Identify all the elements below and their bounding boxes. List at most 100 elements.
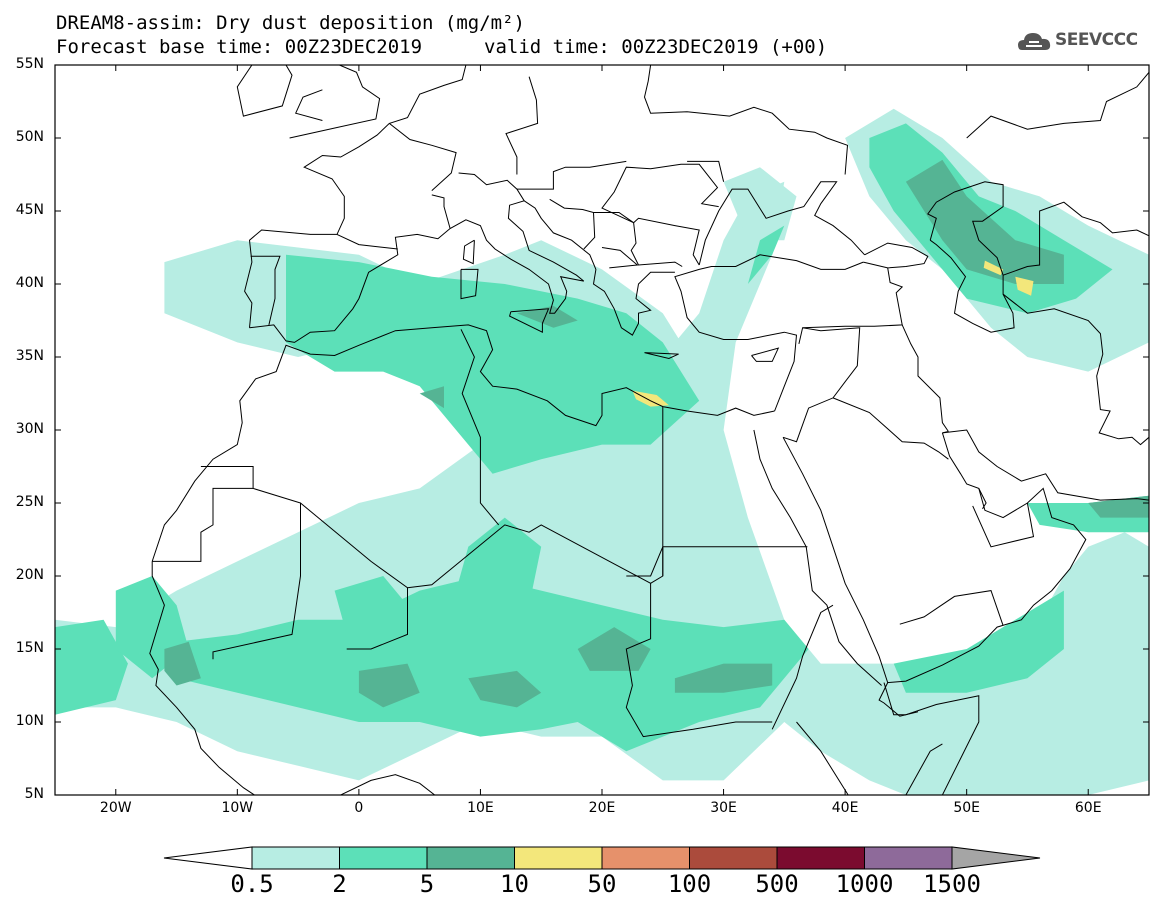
lat-tick-label: 35N bbox=[15, 348, 44, 364]
colorbar-segment bbox=[689, 846, 778, 870]
lat-tick-label: 20N bbox=[15, 567, 44, 583]
lat-tick-label: 55N bbox=[15, 56, 44, 72]
deposition-region-high bbox=[577, 627, 651, 671]
colorbar bbox=[163, 846, 1041, 870]
border-line bbox=[751, 347, 780, 362]
border-line bbox=[593, 212, 634, 224]
border-line bbox=[549, 198, 596, 250]
lon-tick-label: 20E bbox=[588, 800, 616, 816]
border-line bbox=[942, 431, 949, 434]
deposition-region-high bbox=[516, 305, 578, 328]
country-borders bbox=[149, 65, 1149, 795]
lon-tick-label: 30E bbox=[710, 800, 737, 816]
border-line bbox=[289, 65, 381, 139]
border-line bbox=[978, 488, 987, 510]
lon-tick-label: 60E bbox=[1074, 800, 1102, 816]
border-line bbox=[626, 546, 664, 577]
border-line bbox=[431, 194, 451, 229]
border-line bbox=[753, 429, 882, 686]
lon-tick-label: 50E bbox=[953, 800, 980, 816]
border-line bbox=[687, 160, 725, 182]
border-line bbox=[966, 71, 1149, 139]
border-line bbox=[643, 65, 849, 175]
deposition-region-high bbox=[905, 159, 1064, 284]
border-line bbox=[972, 502, 1035, 548]
border-line bbox=[244, 65, 467, 328]
border-line bbox=[1002, 293, 1149, 446]
border-line bbox=[674, 254, 864, 412]
border-line bbox=[462, 239, 475, 265]
border-line bbox=[802, 242, 929, 329]
border-line bbox=[509, 308, 550, 334]
deposition-region-moderate bbox=[286, 254, 700, 474]
border-line bbox=[458, 172, 525, 202]
colorbar-label: 2 bbox=[332, 870, 347, 898]
axis-ticks bbox=[55, 64, 1149, 796]
border-line bbox=[200, 466, 301, 660]
border-line bbox=[460, 329, 500, 526]
lon-tick-label: 20W bbox=[99, 800, 132, 816]
border-line bbox=[250, 255, 281, 326]
lat-tick-label: 30N bbox=[15, 421, 44, 437]
border-line bbox=[927, 181, 1015, 333]
deposition-region-high bbox=[1088, 495, 1149, 518]
border-line bbox=[796, 721, 943, 795]
colorbar-label: 100 bbox=[667, 870, 712, 898]
border-line bbox=[249, 200, 675, 343]
border-line bbox=[630, 217, 700, 267]
dust-deposition-field bbox=[55, 65, 1149, 795]
colorbar-label: 0.5 bbox=[230, 870, 274, 898]
colorbar-label: 50 bbox=[587, 870, 617, 898]
cloud-icon bbox=[1018, 33, 1051, 50]
lat-tick-label: 45N bbox=[15, 202, 44, 218]
lon-tick-label: 40E bbox=[831, 800, 859, 816]
colorbar-label: 5 bbox=[419, 870, 435, 898]
lat-tick-label: 50N bbox=[15, 129, 44, 145]
border-line bbox=[152, 487, 254, 562]
border-line bbox=[878, 682, 919, 717]
border-line bbox=[771, 604, 834, 730]
border-line bbox=[901, 324, 949, 432]
border-line bbox=[698, 181, 865, 266]
border-line bbox=[388, 123, 457, 191]
border-line bbox=[899, 590, 1004, 626]
border-line bbox=[236, 65, 293, 117]
border-line bbox=[782, 327, 861, 443]
border-line bbox=[151, 324, 775, 562]
border-line bbox=[505, 76, 539, 175]
lat-tick-label: 40N bbox=[15, 275, 44, 291]
deposition-region-moderate bbox=[55, 619, 128, 715]
colorbar-label: 500 bbox=[755, 870, 799, 898]
deposition-region-high bbox=[419, 386, 444, 409]
border-line bbox=[516, 160, 627, 190]
border-line bbox=[644, 352, 679, 360]
deposition-region-high bbox=[468, 670, 542, 708]
colorbar-segment bbox=[426, 846, 515, 870]
border-line bbox=[863, 261, 888, 269]
deposition-region-moderate bbox=[747, 225, 785, 284]
colorbar-under-arrow bbox=[163, 846, 253, 870]
valid-time: valid time: 00Z23DEC2019 (+00) bbox=[484, 36, 828, 58]
colorbar-over-arrow bbox=[951, 846, 1041, 870]
deposition-region-moderate bbox=[334, 576, 408, 635]
forecast-base-time: Forecast base time: 00Z23DEC2019 bbox=[56, 36, 423, 58]
colorbar-segment bbox=[251, 846, 340, 870]
border-line bbox=[460, 268, 479, 300]
lon-tick-label: 10E bbox=[467, 800, 494, 816]
border-line bbox=[295, 89, 323, 121]
lon-tick-label: 10W bbox=[221, 800, 254, 816]
deposition-region-high bbox=[164, 641, 201, 686]
colorbar-segment bbox=[514, 846, 603, 870]
border-line bbox=[300, 502, 408, 650]
colorbar-label: 10 bbox=[500, 870, 529, 898]
deposition-region-moderate bbox=[456, 517, 542, 620]
border-line bbox=[336, 233, 398, 250]
lon-tick-label: 0 bbox=[354, 800, 364, 816]
deposition-region-low bbox=[723, 167, 797, 241]
lat-tick-label: 10N bbox=[15, 713, 44, 729]
colorbar-segment bbox=[339, 846, 428, 870]
border-line bbox=[407, 524, 773, 738]
deposition-region-very-high bbox=[1015, 276, 1034, 296]
colorbar-label: 1500 bbox=[923, 870, 981, 898]
